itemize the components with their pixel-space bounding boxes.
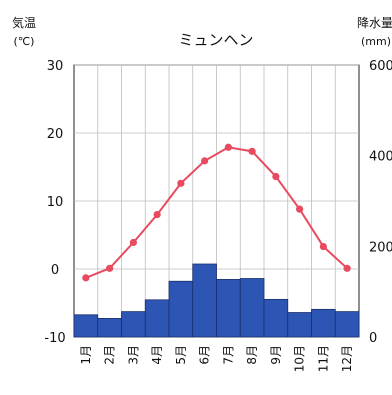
month-tick-label: 11月 [316, 345, 330, 372]
month-tick-label: 9月 [269, 345, 283, 365]
precipitation-bar [311, 308, 336, 338]
right-tick-label: 400 [369, 150, 392, 165]
temperature-point [319, 242, 327, 251]
precipitation-bar [144, 299, 170, 338]
right-tick-label: 0 [369, 331, 377, 346]
month-tick-label: 4月 [150, 345, 164, 365]
month-tick-label: 1月 [79, 345, 93, 365]
temperature-point [248, 147, 256, 155]
precipitation-bar [287, 312, 312, 338]
month-tick-label: 2月 [103, 345, 117, 365]
grid-layer [74, 64, 359, 338]
line-layer [82, 143, 351, 282]
left-axis-label-line1: 気温 [12, 15, 36, 30]
month-tick-label: 6月 [198, 345, 212, 365]
temperature-point [82, 274, 90, 282]
x-ticks-layer: 1月 2月 3月 4月 5月 6月 7月 8月 9月 10月 11月 12月 [79, 345, 354, 372]
right-axis-label-line2: (mm) [361, 35, 391, 48]
right-tick-label: 200 [369, 240, 392, 255]
left-ticks-layer: 30 20 10 0 -10 [44, 59, 65, 346]
temperature-point [201, 157, 209, 165]
month-tick-label: 10月 [293, 345, 307, 372]
precipitation-bar [334, 311, 360, 338]
month-tick-label: 5月 [174, 345, 188, 365]
right-tick-label: 600 [369, 59, 392, 74]
precipitation-bar [121, 311, 146, 338]
month-tick-label: 12月 [340, 345, 354, 372]
precipitation-bar [263, 298, 289, 338]
temperature-point [153, 211, 161, 219]
chart-title: ミュンヘン [178, 31, 253, 49]
precipitation-bar [73, 314, 99, 338]
precipitation-bar [216, 279, 241, 338]
left-tick-label: 30 [47, 59, 64, 74]
month-tick-label: 3月 [126, 345, 140, 365]
right-axis-label-line1: 降水量 [357, 16, 392, 30]
temperature-line [85, 146, 348, 279]
temperature-point [343, 264, 351, 272]
right-ticks-layer: 600 400 200 0 [369, 59, 392, 346]
temperature-point [106, 264, 114, 272]
temperature-point [296, 205, 304, 213]
temperature-point [129, 238, 137, 247]
temperature-point [272, 172, 280, 181]
left-tick-label: -10 [44, 331, 65, 346]
bars-layer [73, 263, 360, 338]
precipitation-bar [239, 278, 265, 338]
temperature-point [177, 179, 185, 187]
left-tick-label: 20 [47, 127, 64, 142]
precipitation-bar [97, 318, 122, 338]
month-tick-label: 8月 [245, 345, 259, 365]
temperature-point [224, 143, 232, 151]
left-tick-label: 0 [51, 263, 59, 278]
precipitation-bar [168, 280, 194, 338]
precipitation-bar [192, 263, 217, 338]
month-tick-label: 7月 [221, 345, 235, 365]
left-axis-label-line2: (℃) [14, 35, 35, 48]
left-tick-label: 10 [47, 195, 64, 210]
